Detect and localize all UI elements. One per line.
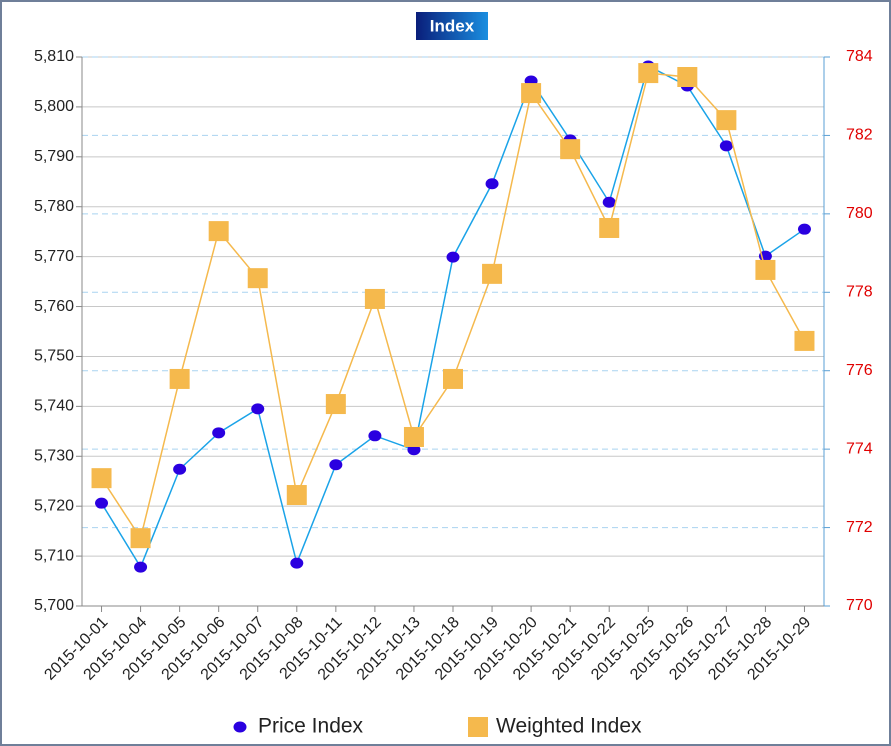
marker (169, 368, 190, 389)
marker (212, 427, 226, 439)
y-tick-label: 5,720 (34, 497, 74, 514)
y2-tick-label: 770 (846, 597, 873, 614)
y2-tick-label: 774 (846, 440, 873, 457)
marker (130, 528, 151, 549)
y-tick-label: 5,790 (34, 148, 74, 165)
y2-tick-label: 778 (846, 284, 873, 301)
marker (325, 394, 346, 415)
marker (716, 110, 737, 131)
y-tick-label: 5,730 (34, 447, 74, 464)
marker (794, 330, 815, 351)
marker (677, 66, 698, 87)
y2-tick-label: 782 (846, 127, 873, 144)
marker (599, 217, 620, 238)
y2-tick-label: 784 (846, 48, 873, 65)
marker (446, 251, 460, 263)
y-tick-label: 5,710 (34, 547, 74, 564)
title-box (416, 12, 488, 40)
marker (290, 557, 304, 569)
marker (91, 468, 112, 489)
marker (173, 463, 187, 475)
marker (521, 83, 542, 104)
y-tick-label: 5,810 (34, 48, 74, 65)
marker (407, 444, 421, 456)
chart-title: Index (430, 16, 475, 35)
y-tick-label: 5,760 (34, 298, 74, 315)
marker (403, 426, 424, 447)
y2-tick-label: 780 (846, 205, 873, 222)
legend-label: Weighted Index (496, 715, 642, 738)
marker (485, 178, 499, 190)
marker (602, 196, 616, 208)
y2-tick-label: 776 (846, 362, 873, 379)
y-tick-label: 5,780 (34, 198, 74, 215)
marker (638, 63, 659, 84)
marker (560, 139, 581, 160)
marker (95, 497, 109, 509)
y-tick-label: 5,800 (34, 98, 74, 115)
marker (134, 561, 148, 573)
marker (286, 485, 307, 506)
marker (329, 459, 343, 471)
y-tick-label: 5,750 (34, 348, 74, 365)
marker (251, 403, 265, 415)
marker (797, 223, 811, 235)
marker (719, 140, 733, 152)
legend-marker (233, 721, 247, 733)
marker (482, 263, 503, 284)
marker (208, 221, 229, 242)
legend-marker (468, 717, 488, 737)
y2-tick-label: 772 (846, 519, 873, 536)
marker (247, 268, 268, 289)
marker (755, 259, 776, 280)
marker (443, 368, 463, 389)
marker (364, 288, 385, 309)
y-tick-label: 5,770 (34, 248, 74, 265)
legend-label: Price Index (258, 715, 364, 738)
y-tick-label: 5,740 (34, 398, 74, 415)
y-tick-label: 5,700 (34, 597, 74, 614)
marker (368, 430, 382, 442)
